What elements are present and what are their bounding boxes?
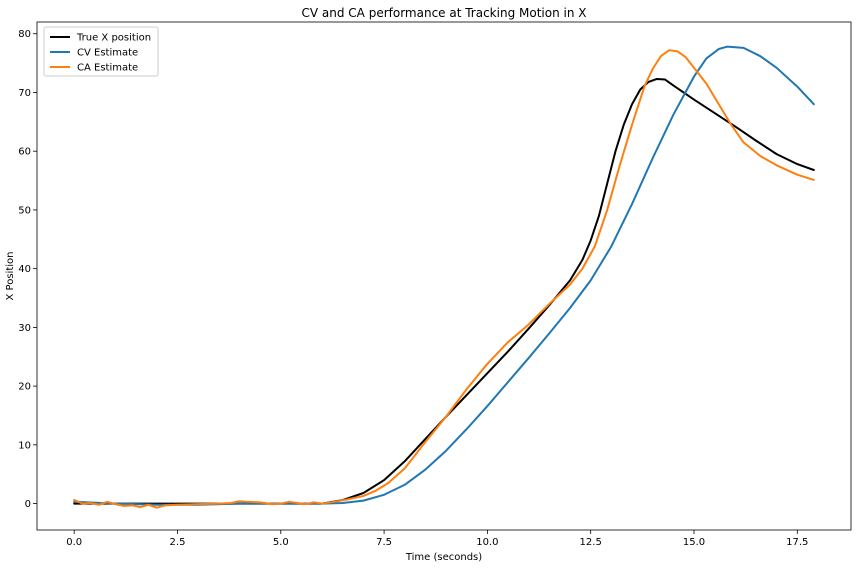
legend-label: CA Estimate bbox=[77, 63, 138, 74]
legend-box bbox=[43, 26, 159, 77]
x-tick-label: 17.5 bbox=[786, 537, 808, 548]
x-axis: 0.0 2.5 5.0 7.5 10.0 12.5 15.0 17.5 bbox=[66, 530, 808, 548]
legend-label: True X position bbox=[76, 33, 151, 44]
y-tick-label: 40 bbox=[18, 264, 31, 275]
x-tick-label: 0.0 bbox=[66, 537, 82, 548]
y-tick-label: 0 bbox=[25, 499, 31, 510]
x-tick-label: 15.0 bbox=[683, 537, 705, 548]
x-axis-title: Time (seconds) bbox=[405, 552, 482, 563]
y-tick-label: 30 bbox=[18, 323, 31, 334]
legend: True X position CV Estimate CA Estimate bbox=[43, 26, 159, 77]
y-tick-label: 80 bbox=[18, 29, 31, 40]
y-tick-label: 50 bbox=[18, 205, 31, 216]
legend-label: CV Estimate bbox=[77, 48, 138, 59]
series-line-ca-estimate bbox=[73, 49, 815, 509]
series-layer bbox=[73, 45, 815, 509]
y-tick-label: 10 bbox=[18, 440, 31, 451]
y-axis-title: X Position bbox=[5, 252, 16, 301]
x-tick-label: 5.0 bbox=[273, 537, 289, 548]
y-tick-label: 20 bbox=[18, 382, 31, 393]
x-tick-label: 10.0 bbox=[476, 537, 498, 548]
chart-title: CV and CA performance at Tracking Motion… bbox=[302, 6, 587, 20]
plot-frame bbox=[36, 21, 852, 531]
x-tick-label: 2.5 bbox=[170, 537, 186, 548]
y-tick-label: 60 bbox=[18, 147, 31, 158]
y-axis: 0 10 20 30 40 50 60 70 80 bbox=[18, 29, 37, 510]
x-tick-label: 7.5 bbox=[376, 537, 392, 548]
x-tick-label: 12.5 bbox=[580, 537, 602, 548]
y-tick-label: 70 bbox=[18, 88, 31, 99]
